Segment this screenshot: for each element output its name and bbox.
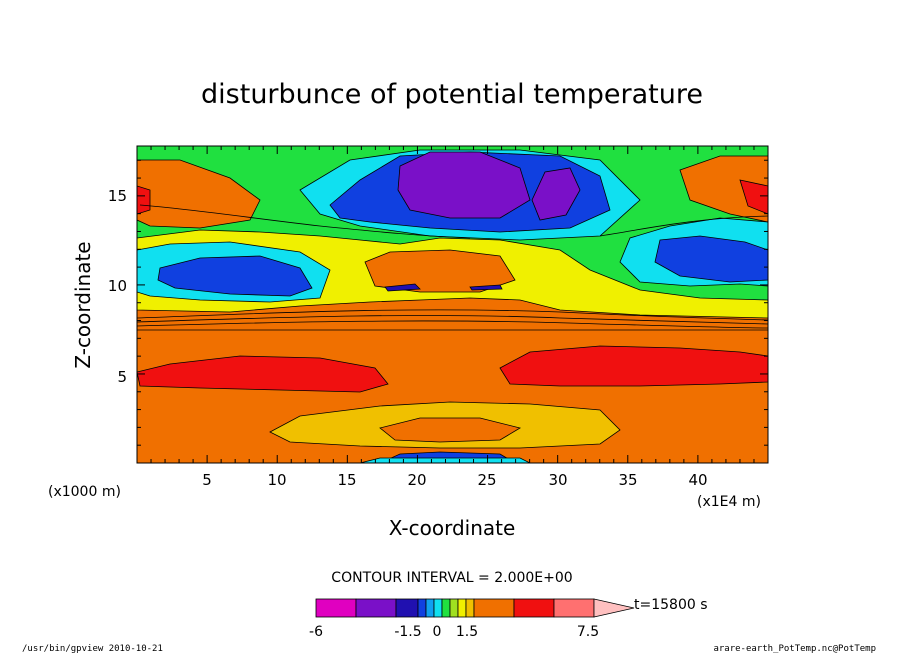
contour-fill-layer [137,146,768,463]
colorbar-swatch [457,598,467,618]
contour-purple-top-right [531,167,581,221]
colorbar-swatch [473,598,515,618]
colorbar-tick-labels: -6 -1.5 0 1.5 7.5 [309,624,599,640]
colorbar-swatch [395,598,419,618]
contour-red-right-edge [739,179,768,215]
contour-red-right [499,345,768,387]
colorbar-swatch [433,598,443,618]
plot-frame [136,145,769,464]
colorbar-swatch [465,598,475,618]
colorbar-swatch [355,598,397,618]
colorbar-swatch [441,598,451,618]
colorbar-tick-label: 7.5 [577,624,599,640]
y-tick-label: 15 [108,187,127,205]
x-tick-label: 20 [407,471,426,489]
contour-interval-label: CONTOUR INTERVAL = 2.000E+00 [331,570,572,586]
colorbar-swatch [315,598,357,618]
contour-line [599,215,768,237]
footer-right: arare-earth_PotTemp.nc@PotTemp [713,644,876,654]
x-tick-label: 5 [202,471,212,489]
contour-purple-top [397,151,531,219]
colorbar-tick-label: -1.5 [394,624,421,640]
x-tick-labels: 5 10 15 20 25 30 35 40 [202,471,707,489]
colorbar [315,598,635,618]
contour-blue-left [157,255,313,297]
colorbar-extension-arrow [593,598,635,618]
chart-title: disturbunce of potential temperature [201,79,703,110]
contour-line [137,309,768,321]
y-tick-labels: 5 10 15 [108,187,127,386]
plot-area [137,146,768,463]
axis-ticks [136,146,769,463]
colorbar-tick-label: -6 [309,624,323,640]
contour-orange-top-left [137,159,261,229]
contour-orange-top-right [679,155,768,223]
colorbar-swatch [553,598,595,618]
contour-line [137,320,768,329]
contour-orange-bottom-core [379,417,522,443]
x-tick-label: 15 [337,471,356,489]
y-unit-label: (x1000 m) [48,484,121,500]
contour-blue-right [654,235,768,283]
x-tick-label: 25 [477,471,496,489]
contour-red-left-edge [137,185,151,215]
x-axis-label: X-coordinate [389,516,516,540]
x-tick-label: 35 [618,471,637,489]
colorbar-swatch [417,598,427,618]
contour-line [139,204,471,239]
y-tick-label: 5 [117,368,127,386]
colorbar-swatch [449,598,459,618]
time-label: t=15800 s [634,597,708,613]
y-tick-label: 10 [108,277,127,295]
contour-dark-streak-2 [469,284,503,291]
colorbar-swatch [425,598,435,618]
contour-red-left [137,355,389,393]
colorbar-swatch [513,598,555,618]
colorbar-tick-label: 1.5 [456,624,478,640]
x-unit-label: (x1E4 m) [697,494,761,510]
x-tick-label: 40 [688,471,707,489]
contour-dark-streak-1 [384,283,421,292]
colorbar-tick-label: 0 [433,624,442,640]
x-tick-label: 30 [548,471,567,489]
y-axis-label: Z-coordinate [71,241,95,368]
x-tick-label: 10 [267,471,286,489]
footer-left: /usr/bin/gpview 2010-10-21 [22,644,163,654]
